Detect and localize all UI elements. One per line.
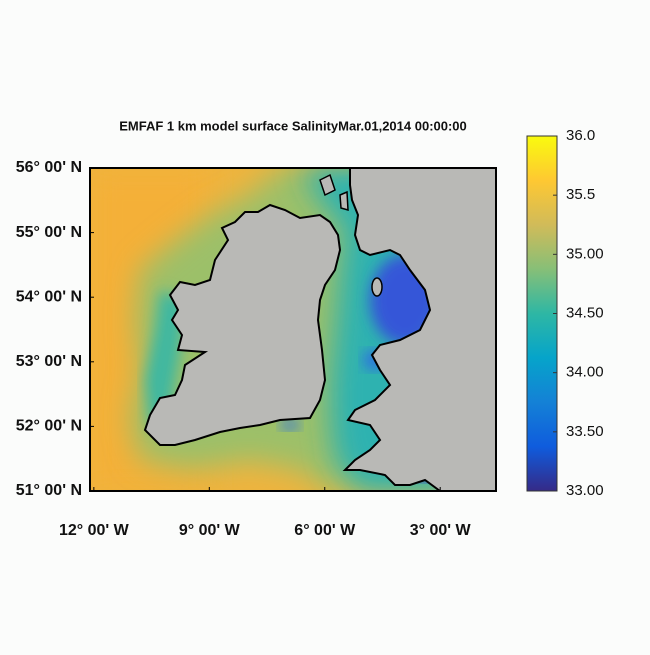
- lon-tick-label: 12° 00' W: [59, 522, 130, 539]
- lat-tick-label: 53° 00' N: [16, 353, 82, 370]
- map-area: [90, 168, 496, 491]
- colorbar-tick-label: 33.00: [566, 482, 604, 499]
- lon-tick-label: 9° 00' W: [179, 522, 241, 539]
- lat-tick-label: 51° 00' N: [16, 482, 82, 499]
- islands: [319, 173, 349, 212]
- colorbar: [526, 135, 558, 492]
- colorbar-tick-label: 35.5: [566, 186, 595, 203]
- lat-tick-label: 52° 00' N: [16, 418, 82, 435]
- lon-tick-label: 6° 00' W: [294, 522, 356, 539]
- lat-tick-label: 55° 00' N: [16, 224, 82, 241]
- colorbar-tick-label: 34.50: [566, 304, 604, 321]
- low-salinity: [280, 420, 300, 430]
- great-britain: [342, 168, 496, 491]
- ireland: [143, 203, 342, 446]
- lat-tick-label: 56° 00' N: [16, 159, 82, 176]
- colorbar-tick-label: 33.50: [566, 423, 604, 440]
- isle-of-man: [371, 277, 383, 297]
- map-title: EMFAF 1 km model surface SalinityMar.01,…: [119, 118, 467, 133]
- colorbar-tick-label: 35.00: [566, 245, 604, 262]
- lat-tick-label: 54° 00' N: [16, 288, 82, 305]
- colorbar-tick-label: 36.0: [566, 127, 595, 144]
- lon-tick-label: 3° 00' W: [410, 522, 472, 539]
- map-frame: [89, 167, 497, 492]
- colorbar-tick-label: 34.00: [566, 364, 604, 381]
